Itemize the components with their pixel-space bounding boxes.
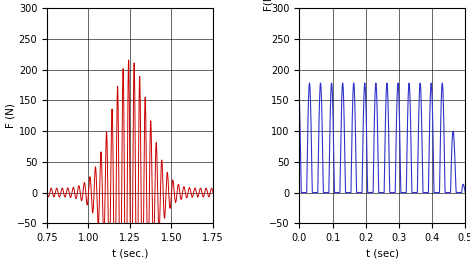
X-axis label: t (sec): t (sec) bbox=[366, 249, 399, 259]
Y-axis label: F (N): F (N) bbox=[5, 103, 16, 128]
Y-axis label: F(N): F(N) bbox=[263, 0, 273, 10]
X-axis label: t (sec.): t (sec.) bbox=[112, 249, 148, 259]
